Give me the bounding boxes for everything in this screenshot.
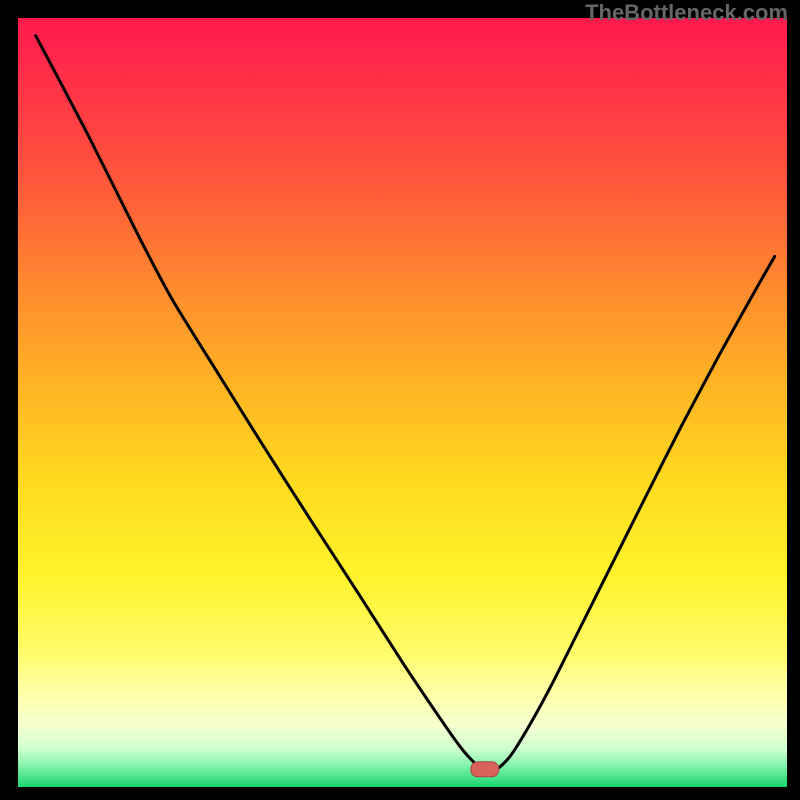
optimal-point-marker <box>0 0 800 800</box>
chart-container: TheBottleneck.com <box>0 0 800 800</box>
